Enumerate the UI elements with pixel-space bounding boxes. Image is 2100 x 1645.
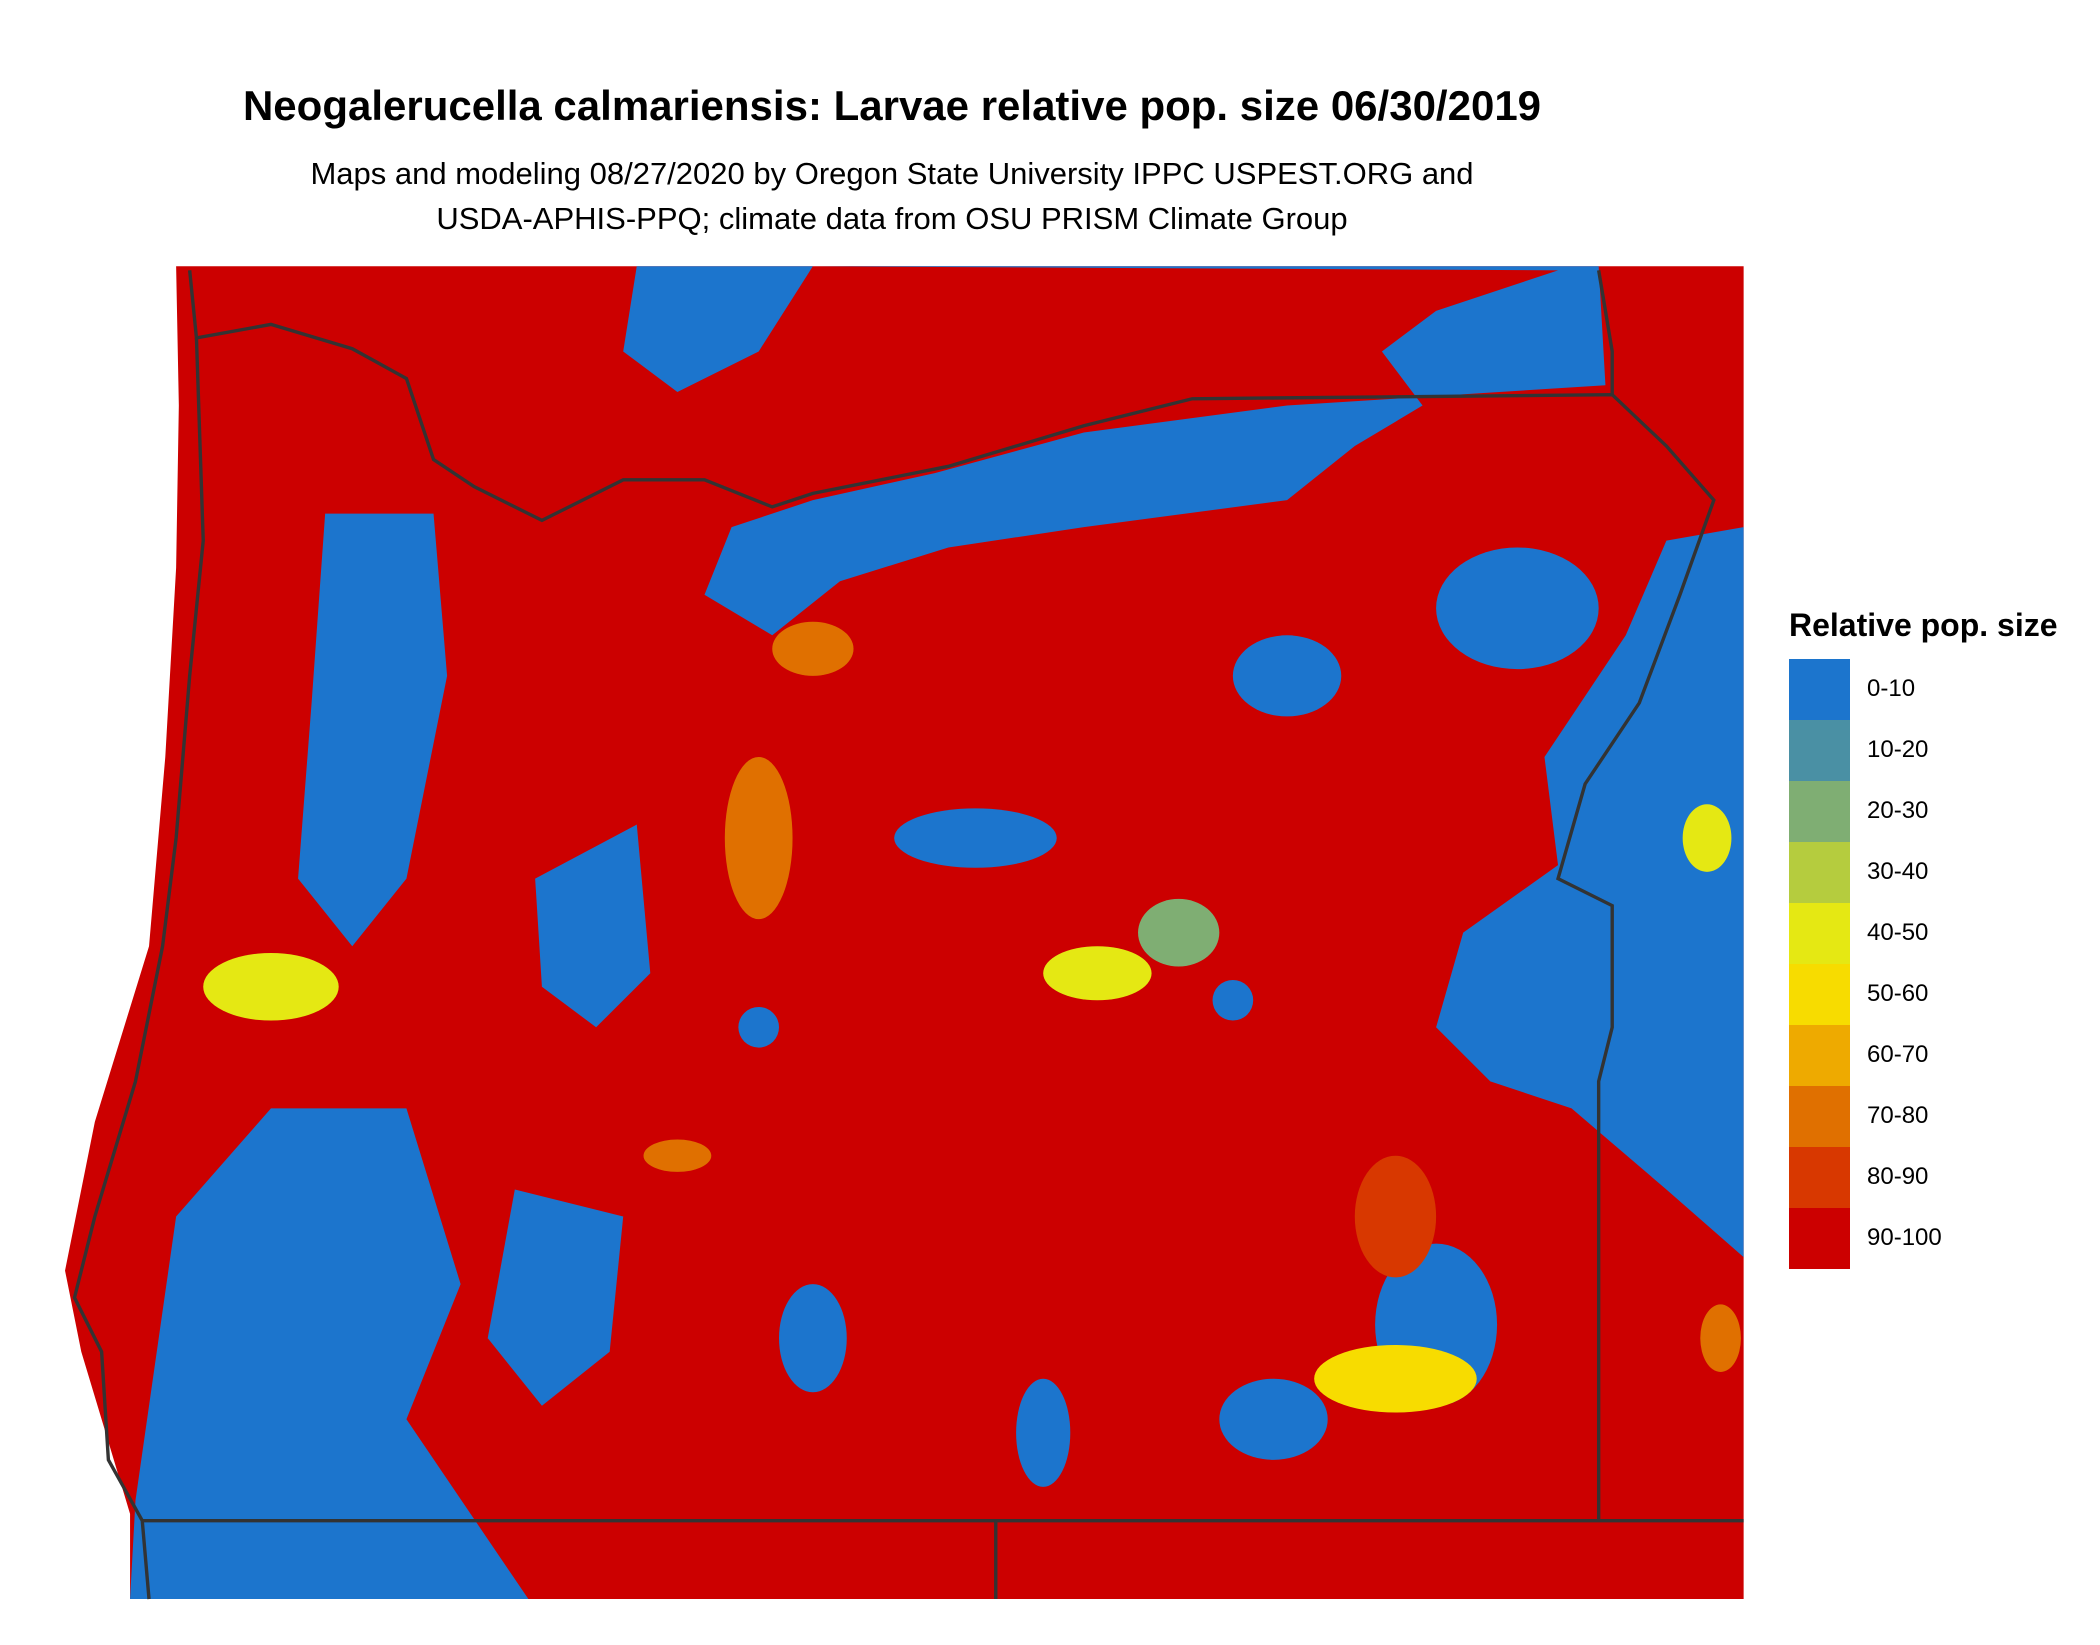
legend-label: 70-80: [1867, 1102, 1928, 1129]
legend-swatch: [1789, 659, 1850, 720]
legend-label: 60-70: [1867, 1041, 1928, 1068]
legend-label: 0-10: [1867, 675, 1915, 702]
legend-swatch: [1789, 1208, 1850, 1269]
legend-swatch: [1789, 720, 1850, 781]
legend-swatch: [1789, 842, 1850, 903]
legend-label: 90-100: [1867, 1224, 1942, 1251]
legend-swatch: [1789, 1025, 1850, 1086]
legend-swatch: [1789, 964, 1850, 1025]
legend-swatch: [1789, 1147, 1850, 1208]
legend: 0-10 10-20 20-30 30-40 40-50 50-60 60-70 70-80 8…: [1789, 659, 1942, 1269]
low-regions: [130, 266, 1744, 1600]
legend-title: Relative pop. size: [1789, 607, 2058, 643]
legend-label: 80-90: [1867, 1163, 1928, 1190]
title: Neogalerucella calmariensis: Larvae rela…: [243, 82, 1541, 129]
map-base: [65, 266, 1744, 1600]
legend-label: 20-30: [1867, 797, 1928, 824]
legend-swatch: [1789, 903, 1850, 964]
mid-regions: [203, 621, 1741, 1413]
legend-swatch: [1789, 781, 1850, 842]
legend-swatch: [1789, 1086, 1850, 1147]
map: [65, 266, 1744, 1600]
legend-label: 50-60: [1867, 980, 1928, 1007]
legend-label: 30-40: [1867, 858, 1928, 885]
subtitle: Maps and modeling 08/27/2020 by Oregon S…: [310, 156, 1473, 191]
subtitle: USDA-APHIS-PPQ; climate data from OSU PR…: [436, 201, 1347, 236]
legend-label: 40-50: [1867, 919, 1928, 946]
borders: [72, 270, 1744, 1600]
legend-label: 10-20: [1867, 736, 1928, 763]
